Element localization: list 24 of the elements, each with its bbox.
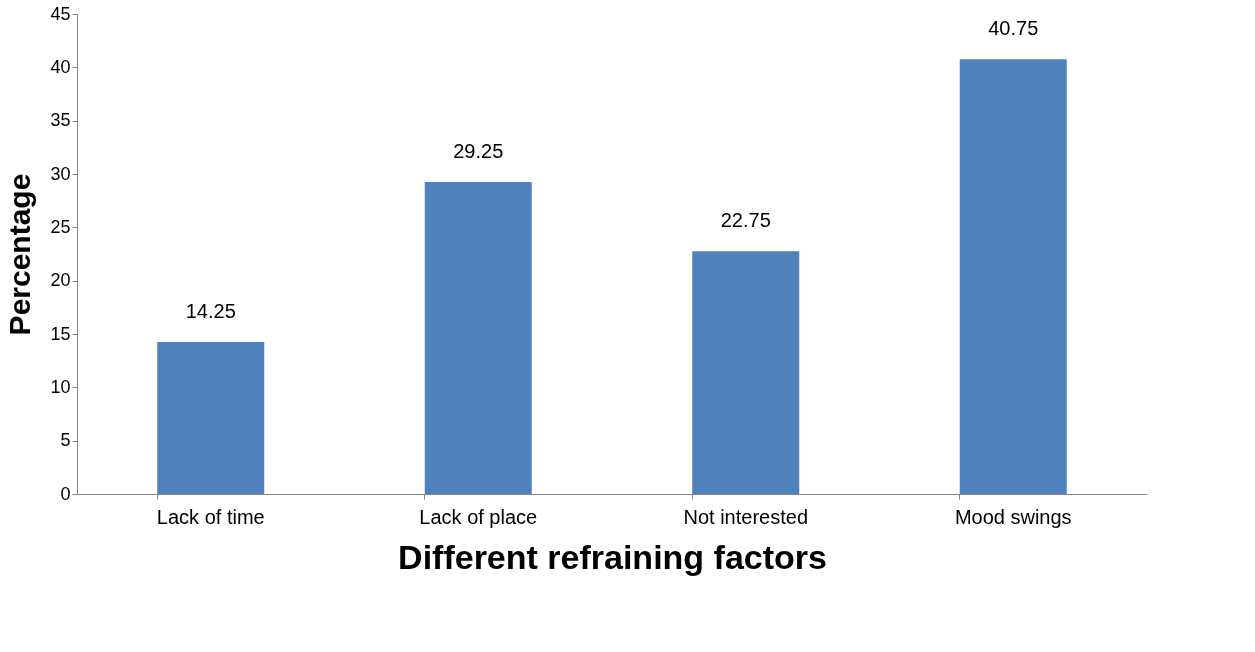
y-tick-label: 10 [50, 376, 71, 397]
bar [157, 342, 265, 494]
y-tick-label: 5 [60, 430, 71, 451]
bar [692, 251, 800, 494]
data-label: 40.75 [988, 17, 1039, 40]
data-label: 29.25 [453, 140, 504, 162]
data-label: 22.75 [720, 209, 771, 232]
x-tick-label: Lack of time [156, 505, 265, 528]
bar [424, 182, 532, 494]
x-tick-label: Not interested [683, 505, 809, 528]
x-tick-label: Lack of place [419, 505, 538, 528]
y-tick-label: 15 [50, 323, 71, 344]
y-axis-title: Percentage [3, 173, 37, 336]
y-tick-label: 20 [50, 270, 71, 291]
y-tick-label: 45 [50, 3, 71, 24]
bar [959, 59, 1067, 494]
y-tick-label: 25 [50, 216, 71, 237]
data-label: 14.25 [185, 300, 236, 322]
y-tick-label: 35 [50, 110, 71, 131]
y-tick-label: 40 [50, 56, 71, 77]
x-tick-label: Mood swings [954, 505, 1072, 528]
x-axis-title: Different refraining factors [398, 537, 827, 576]
y-tick-label: 0 [60, 483, 71, 504]
y-tick-label: 30 [50, 163, 71, 184]
